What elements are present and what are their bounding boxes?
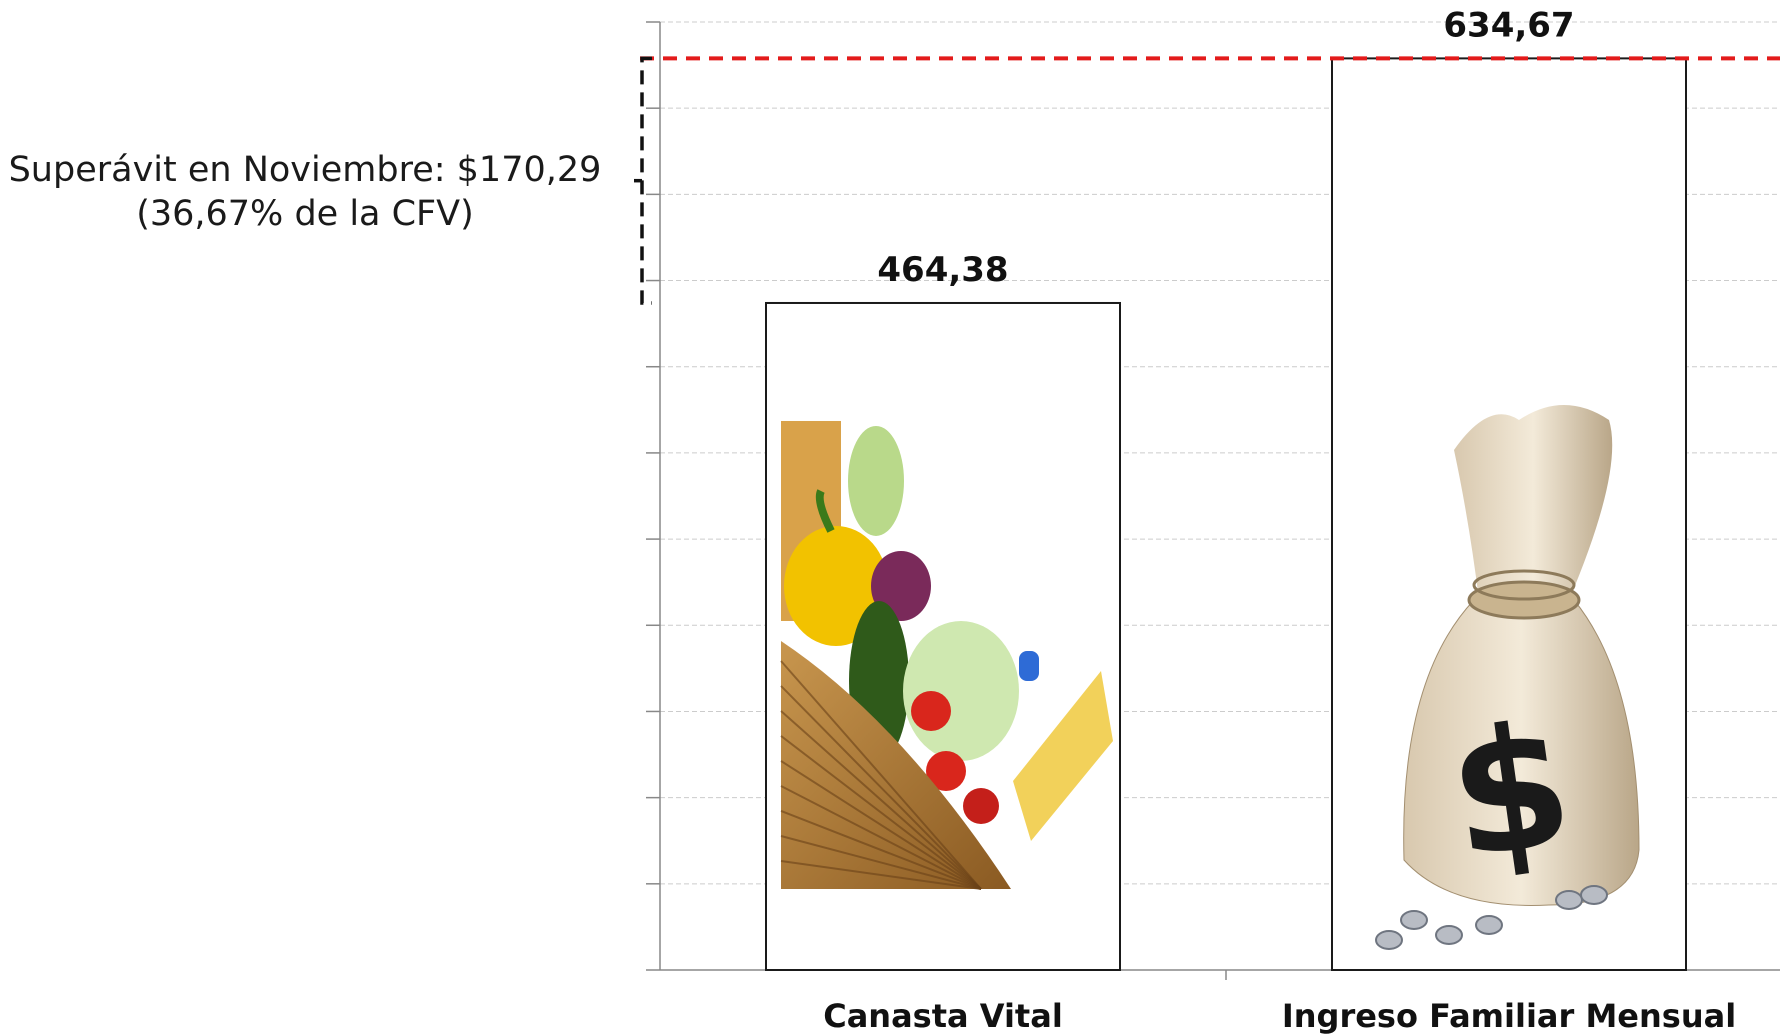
reference-marks xyxy=(634,56,1780,305)
bar-images: $ xyxy=(780,405,1640,950)
annotation-line-2: (36,67% de la CFV) xyxy=(136,194,474,234)
annotation-line-1: Superávit en Noviembre: $170,29 xyxy=(8,150,602,190)
coin-icon xyxy=(1580,885,1608,905)
coin-icon xyxy=(1375,930,1403,950)
surplus-annotation: Superávit en Noviembre: $170,29 (36,67% … xyxy=(0,148,610,236)
x-tick-label: Canasta Vital xyxy=(823,997,1063,1035)
data-label: 464,38 xyxy=(877,250,1008,290)
dollar-sign-icon: $ xyxy=(1438,686,1583,899)
vegetable-basket-icon xyxy=(780,420,1113,890)
coin-icon xyxy=(1400,910,1428,930)
coin-icon xyxy=(1555,890,1583,910)
data-labels: 464,38 Canasta Vital 634,67 Ingreso Familia… xyxy=(823,5,1736,1035)
x-tick-label: Ingreso Familiar Mensual xyxy=(1282,997,1736,1035)
surplus-bracket xyxy=(640,56,652,305)
coin-icon xyxy=(1475,915,1503,935)
coin-icon xyxy=(1435,925,1463,945)
data-label: 634,67 xyxy=(1443,5,1574,45)
money-bag-icon: $ xyxy=(1375,405,1640,950)
